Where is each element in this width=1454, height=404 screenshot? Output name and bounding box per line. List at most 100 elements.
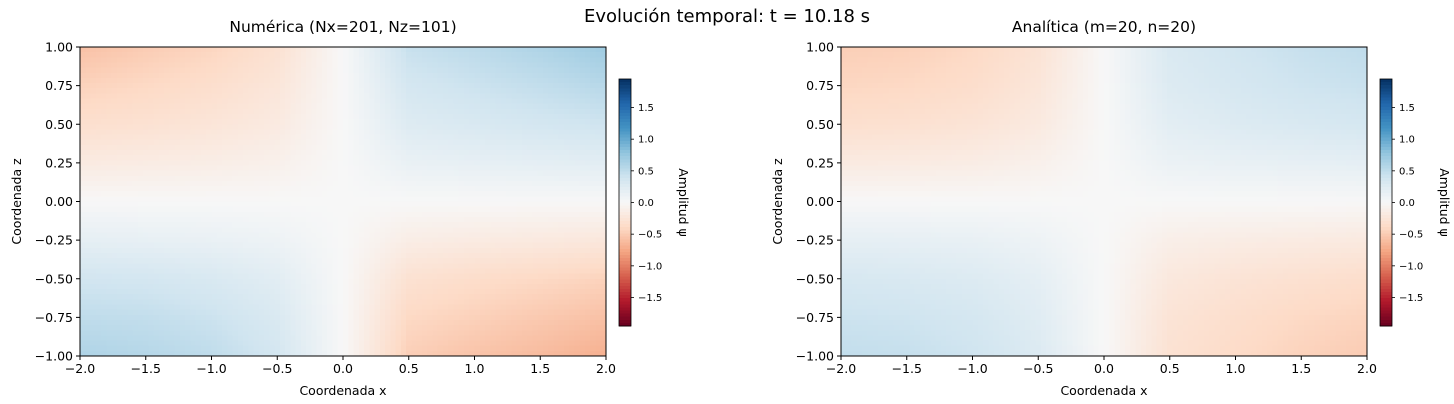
heatmap-cell [80, 263, 86, 270]
heatmap-cell [269, 232, 276, 239]
heatmap-cell [416, 175, 423, 182]
heatmap-cell [232, 150, 239, 156]
heatmap-cell [385, 211, 391, 218]
heatmap-cell [169, 227, 176, 233]
heatmap-cell [563, 67, 570, 74]
heatmap-cell [421, 67, 428, 74]
heatmap-cell [353, 247, 360, 254]
heatmap-cell [390, 160, 397, 167]
heatmap-cell [600, 113, 607, 120]
heatmap-cell [253, 150, 260, 156]
heatmap-cell [248, 93, 255, 100]
heatmap-cell [316, 103, 323, 110]
heatmap-cell [343, 216, 349, 223]
heatmap-cell [80, 119, 86, 125]
heatmap-cell [385, 273, 391, 280]
heatmap-cell [80, 88, 86, 94]
heatmap-cell [327, 294, 334, 300]
heatmap-cell [474, 258, 481, 264]
heatmap-cell [495, 103, 502, 110]
heatmap-cell [321, 253, 328, 259]
heatmap-cell [590, 103, 597, 110]
heatmap-cell [337, 103, 344, 110]
heatmap-cell [553, 263, 560, 270]
heatmap-cell [369, 129, 376, 136]
heatmap-cell [311, 77, 318, 84]
heatmap-cell [216, 253, 223, 259]
heatmap-cell [448, 67, 455, 74]
heatmap-cell [590, 77, 597, 84]
heatmap-cell [206, 98, 213, 105]
heatmap-cell [190, 201, 197, 208]
heatmap-cell [353, 62, 360, 69]
heatmap-cell [264, 237, 270, 244]
heatmap-cell [285, 72, 291, 79]
heatmap-cell [395, 57, 402, 64]
heatmap-cell [364, 196, 370, 203]
heatmap-cell [427, 206, 434, 213]
heatmap-cell [153, 268, 160, 275]
heatmap-cell [185, 180, 192, 187]
heatmap-cell [269, 129, 276, 136]
heatmap-cell [563, 299, 570, 306]
heatmap-cell [116, 242, 123, 249]
heatmap-cell [80, 175, 86, 182]
heatmap-cell [369, 247, 376, 254]
heatmap-cell [406, 165, 412, 172]
heatmap-cell [563, 227, 570, 233]
heatmap-cell [432, 263, 439, 270]
heatmap-cell [85, 263, 92, 270]
heatmap-cell [222, 278, 228, 285]
heatmap-cell [542, 206, 549, 213]
heatmap-cell [442, 263, 449, 270]
heatmap-cell [90, 52, 97, 58]
heatmap-cell [432, 268, 439, 275]
heatmap-cell [116, 150, 123, 156]
heatmap-cell [211, 155, 218, 161]
heatmap-cell [469, 180, 476, 187]
heatmap-cell [106, 299, 113, 306]
heatmap-cell [400, 47, 407, 53]
heatmap-cell [600, 103, 607, 110]
heatmap-cell [232, 180, 239, 187]
heatmap-cell [421, 124, 428, 130]
heatmap-cell [532, 247, 539, 254]
heatmap-cell [227, 134, 234, 141]
heatmap-cell [274, 57, 281, 64]
heatmap-cell [290, 186, 297, 192]
heatmap-cell [469, 67, 476, 74]
heatmap-cell [295, 57, 302, 64]
heatmap-cell [474, 77, 481, 84]
heatmap-cell [574, 155, 581, 161]
heatmap-cell [411, 201, 418, 208]
heatmap-cell [595, 263, 602, 270]
heatmap-cell [264, 52, 270, 58]
heatmap-cell [85, 299, 92, 306]
heatmap-cell [421, 294, 428, 300]
heatmap-cell [227, 57, 234, 64]
heatmap-cell [537, 206, 544, 213]
heatmap-cell [164, 47, 171, 53]
heatmap-cell [295, 299, 302, 306]
heatmap-cell [190, 52, 197, 58]
heatmap-cell [237, 67, 244, 74]
heatmap-cell [327, 191, 334, 197]
heatmap-cell [427, 253, 434, 259]
heatmap-cell [206, 268, 213, 275]
heatmap-cell [253, 52, 260, 58]
heatmap-cell [195, 186, 202, 192]
heatmap-cell [469, 242, 476, 249]
heatmap-cell [600, 47, 607, 53]
heatmap-cell [211, 165, 218, 172]
heatmap-cell [584, 268, 591, 275]
heatmap-cell [448, 155, 455, 161]
heatmap-cell [374, 227, 381, 233]
heatmap-cell [164, 268, 171, 275]
heatmap-cell [179, 186, 186, 192]
heatmap-cell [600, 278, 607, 285]
heatmap-cell [148, 232, 155, 239]
heatmap-cell [111, 108, 118, 115]
heatmap-cell [374, 191, 381, 197]
heatmap-cell [132, 98, 139, 105]
heatmap-cell [448, 165, 455, 172]
